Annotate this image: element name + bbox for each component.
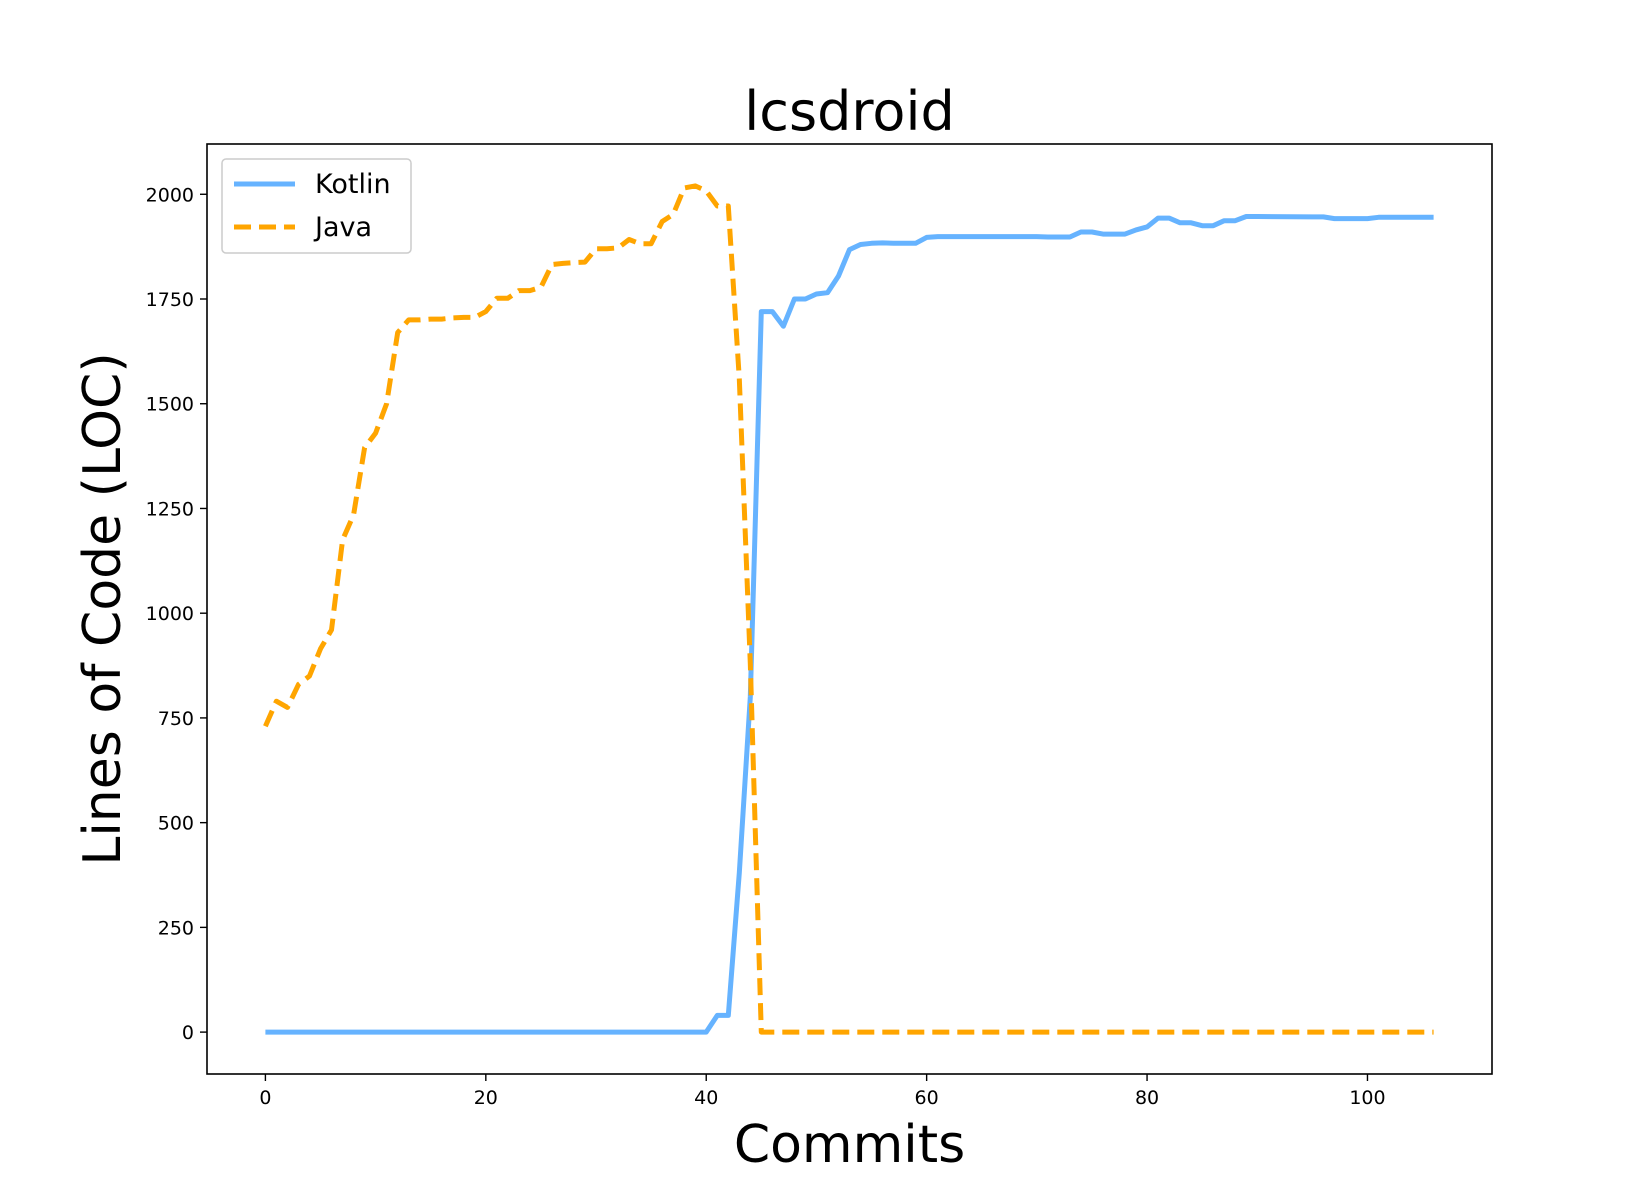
x-tick-label: 40 [694,1087,718,1109]
chart-title: lcsdroid [744,80,954,143]
y-tick-label: 1750 [146,289,194,311]
y-tick-label: 2000 [146,184,194,206]
y-axis-ticks: 0 250 500 750 1000 1250 1500 1750 2000 [146,184,207,1044]
y-tick-label: 250 [158,917,194,939]
x-tick-label: 60 [915,1087,939,1109]
plot-area [207,144,1492,1074]
y-tick-label: 1250 [146,498,194,520]
legend-label-java: Java [313,212,372,243]
x-tick-label: 100 [1349,1087,1385,1109]
series-layer [263,183,1434,1035]
y-tick-label: 0 [182,1022,194,1044]
x-axis-ticks: 0 20 40 60 80 100 [259,1074,1386,1109]
legend: Kotlin Java [221,158,412,254]
series-line-java [263,183,1434,1035]
legend-label-kotlin: Kotlin [315,169,391,200]
plot-frame [206,143,1493,1075]
x-tick-label: 0 [259,1087,271,1109]
y-tick-label: 1500 [146,394,194,416]
y-tick-label: 500 [158,813,194,835]
y-tick-label: 1000 [146,603,194,625]
y-axis-label: Lines of Code (LOC) [73,352,133,865]
y-tick-label: 750 [158,708,194,730]
x-tick-label: 80 [1135,1087,1159,1109]
x-axis-label: Commits [734,1115,965,1175]
series-line-kotlin [265,214,1434,1035]
x-tick-label: 20 [474,1087,498,1109]
